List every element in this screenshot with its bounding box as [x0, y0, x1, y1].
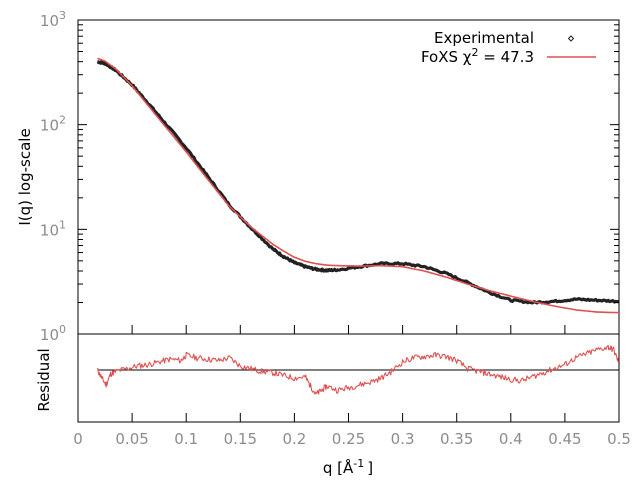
x-tick-label: 0.35 [440, 430, 473, 448]
legend-label-experimental: Experimental [434, 29, 534, 47]
x-tick-label: 0.45 [548, 430, 581, 448]
residual-plot-frame [77, 333, 620, 423]
x-tick-label: 0.05 [115, 430, 148, 448]
x-axis-label: q [Å-1] [323, 457, 373, 477]
x-axis-label-exponent: -1 [353, 457, 364, 470]
series-experimental [96, 60, 620, 305]
y-axis-ticks: 100 101 102 103 [40, 9, 619, 344]
intensity-plot-frame [77, 19, 620, 335]
legend-marker-experimental [567, 35, 575, 42]
y-tick-label: 102 [40, 114, 66, 135]
x-tick-label: 0 [73, 430, 83, 448]
chart-legend: Experimental FoXS χ2 = 47.3 [421, 29, 596, 66]
x-axis-label-base: q [Å [323, 458, 354, 477]
legend-label-foxs-suffix: = 47.3 [478, 48, 534, 66]
x-tick-label: 0.2 [282, 430, 306, 448]
legend-label-foxs-prefix: FoXS χ [421, 48, 472, 66]
x-tick-label: 0.15 [224, 430, 257, 448]
x-axis-ticks: 0 0.05 0.1 0.15 0.2 0.25 0.3 0.35 0.4 0.45 0.5 [73, 325, 631, 448]
x-tick-label: 0.4 [499, 430, 523, 448]
x-tick-label: 0.3 [391, 430, 415, 448]
y-axis-label-residual: Residual [35, 348, 53, 411]
series-residual [97, 344, 620, 395]
y-tick-label: 103 [40, 9, 66, 30]
legend-label-foxs: FoXS χ2 = 47.3 [421, 46, 534, 66]
legend-label-foxs-sup: 2 [471, 46, 478, 59]
y-tick-label: 101 [40, 218, 66, 239]
x-tick-label: 0.5 [607, 430, 631, 448]
series-foxs-fit [97, 57, 619, 314]
residual-series-group [97, 344, 620, 395]
x-tick-label: 0.1 [174, 430, 198, 448]
y-tick-label: 100 [40, 323, 66, 344]
y-axis-label-intensity: I(q) log-scale [16, 128, 34, 225]
intensity-series-group [96, 57, 620, 314]
x-axis-label-end: ] [367, 459, 373, 477]
x-tick-label: 0.25 [332, 430, 365, 448]
